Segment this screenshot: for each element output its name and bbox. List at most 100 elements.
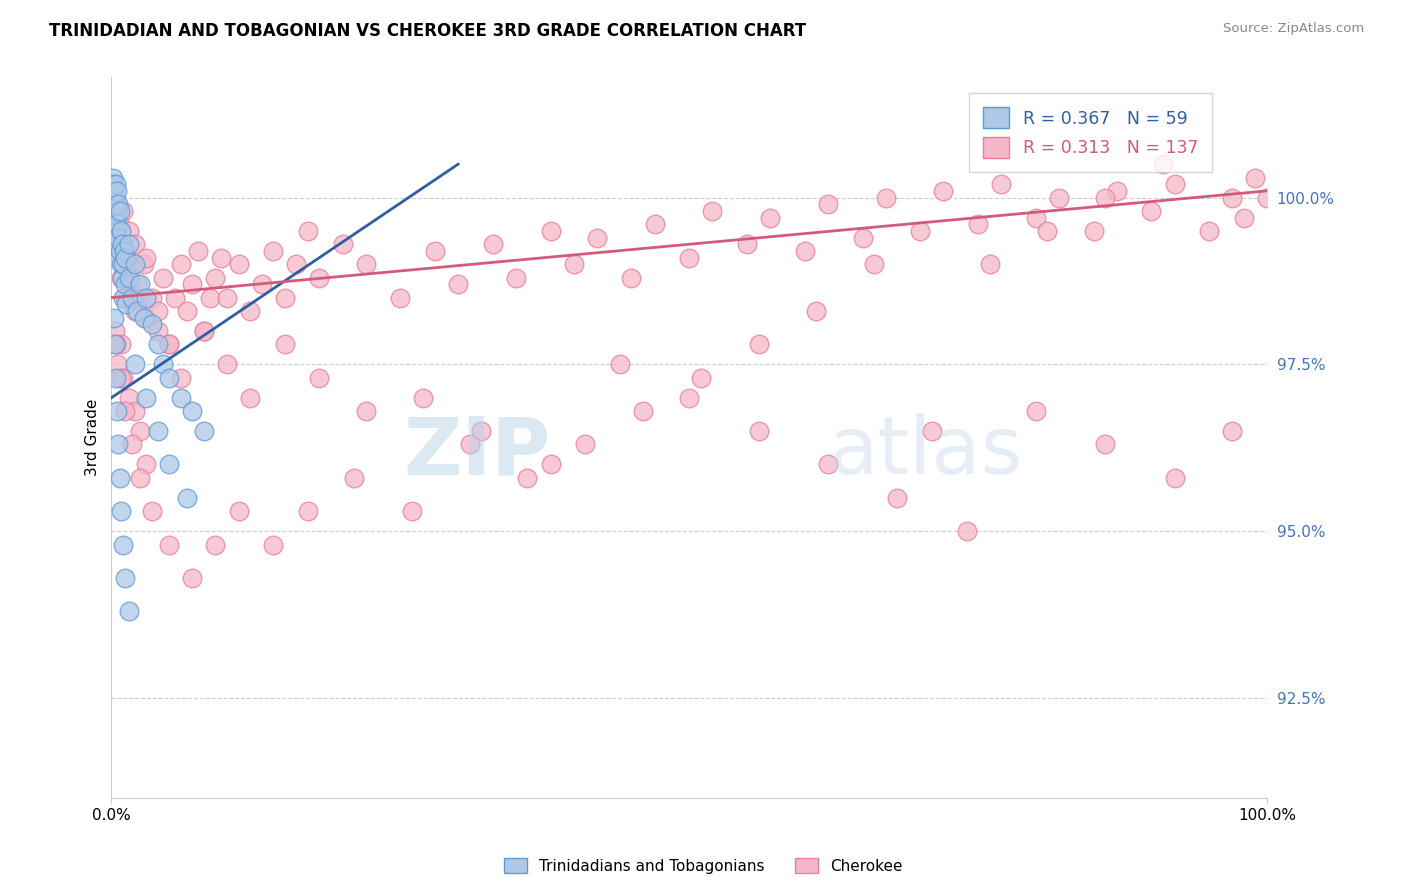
Point [104, 190, 127, 204]
Point [105, 211, 128, 225]
Text: TRINIDADIAN AND TOBAGONIAN VS CHEROKEE 3RD GRADE CORRELATION CHART: TRINIDADIAN AND TOBAGONIAN VS CHEROKEE 3… [49, 22, 806, 40]
Point [103, 190, 125, 204]
Legend: R = 0.367   N = 59, R = 0.313   N = 137: R = 0.367 N = 59, R = 0.313 N = 137 [969, 94, 1212, 172]
Point [215, 357, 238, 371]
Point [157, 337, 180, 351]
Point [540, 224, 562, 238]
Point [107, 197, 129, 211]
Point [401, 504, 423, 518]
Point [135, 310, 157, 325]
Point [689, 370, 711, 384]
Point [105, 370, 128, 384]
Point [135, 251, 157, 265]
Point [146, 337, 169, 351]
Point [644, 217, 666, 231]
Point [124, 257, 146, 271]
Point [111, 257, 134, 271]
Point [132, 257, 155, 271]
Point [297, 224, 319, 238]
Point [1244, 170, 1267, 185]
Point [170, 370, 193, 384]
Point [101, 170, 124, 185]
Point [104, 324, 127, 338]
Point [111, 237, 134, 252]
Point [108, 471, 131, 485]
Point [118, 270, 141, 285]
Point [176, 304, 198, 318]
Point [678, 391, 700, 405]
Point [343, 471, 366, 485]
Point [114, 571, 136, 585]
Y-axis label: 3rd Grade: 3rd Grade [86, 399, 100, 476]
Point [141, 504, 163, 518]
Point [1256, 190, 1278, 204]
Point [389, 291, 412, 305]
Point [105, 184, 128, 198]
Point [1083, 224, 1105, 238]
Point [932, 184, 955, 198]
Point [198, 291, 221, 305]
Point [193, 424, 215, 438]
Point [110, 504, 132, 518]
Point [228, 257, 250, 271]
Point [215, 291, 238, 305]
Point [748, 337, 770, 351]
Point [193, 324, 215, 338]
Point [105, 217, 128, 231]
Point [631, 404, 654, 418]
Point [967, 217, 990, 231]
Point [423, 244, 446, 258]
Point [540, 458, 562, 472]
Point [354, 257, 377, 271]
Point [1094, 437, 1116, 451]
Point [115, 244, 138, 258]
Point [412, 391, 434, 405]
Point [121, 437, 143, 451]
Point [274, 337, 297, 351]
Point [921, 424, 943, 438]
Point [157, 337, 180, 351]
Point [193, 324, 215, 338]
Point [107, 230, 129, 244]
Point [157, 537, 180, 551]
Point [108, 203, 131, 218]
Point [132, 310, 155, 325]
Point [118, 224, 141, 238]
Point [118, 391, 141, 405]
Text: Source: ZipAtlas.com: Source: ZipAtlas.com [1223, 22, 1364, 36]
Point [585, 230, 607, 244]
Point [209, 251, 232, 265]
Point [124, 304, 146, 318]
Point [105, 203, 128, 218]
Point [204, 537, 226, 551]
Point [152, 357, 174, 371]
Point [105, 357, 128, 371]
Point [297, 504, 319, 518]
Legend: Trinidadians and Tobagonians, Cherokee: Trinidadians and Tobagonians, Cherokee [498, 852, 908, 880]
Point [308, 270, 330, 285]
Point [111, 537, 134, 551]
Point [105, 404, 128, 418]
Point [505, 270, 527, 285]
Point [118, 277, 141, 292]
Text: ZIP: ZIP [404, 413, 551, 491]
Point [817, 197, 839, 211]
Point [121, 257, 143, 271]
Point [114, 404, 136, 418]
Point [262, 244, 284, 258]
Point [1036, 224, 1059, 238]
Point [135, 458, 157, 472]
Point [112, 244, 135, 258]
Point [516, 471, 538, 485]
Point [1140, 203, 1163, 218]
Point [141, 291, 163, 305]
Point [447, 277, 470, 292]
Point [910, 224, 932, 238]
Point [111, 370, 134, 384]
Point [170, 391, 193, 405]
Point [125, 277, 148, 292]
Point [103, 310, 125, 325]
Point [274, 291, 297, 305]
Point [239, 304, 262, 318]
Point [125, 304, 148, 318]
